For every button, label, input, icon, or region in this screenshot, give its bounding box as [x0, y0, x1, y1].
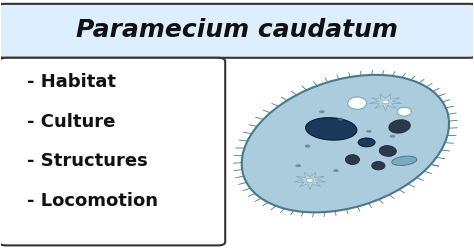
- Circle shape: [307, 179, 314, 182]
- Circle shape: [358, 138, 375, 147]
- Circle shape: [366, 130, 372, 133]
- Circle shape: [382, 100, 389, 104]
- Text: - Structures: - Structures: [27, 152, 148, 170]
- Ellipse shape: [242, 75, 449, 212]
- Circle shape: [319, 110, 325, 113]
- Circle shape: [338, 118, 344, 121]
- FancyBboxPatch shape: [0, 4, 474, 58]
- Circle shape: [305, 145, 310, 148]
- Text: Paramecium caudatum: Paramecium caudatum: [76, 18, 398, 42]
- Ellipse shape: [306, 118, 357, 140]
- Polygon shape: [369, 94, 401, 111]
- Ellipse shape: [389, 120, 410, 133]
- Ellipse shape: [348, 97, 366, 109]
- Ellipse shape: [397, 107, 411, 116]
- FancyBboxPatch shape: [0, 58, 225, 245]
- Circle shape: [390, 135, 395, 138]
- Ellipse shape: [379, 146, 396, 156]
- Ellipse shape: [346, 155, 359, 164]
- Ellipse shape: [392, 156, 417, 165]
- Text: - Culture: - Culture: [27, 113, 116, 130]
- Polygon shape: [294, 172, 326, 189]
- Text: - Habitat: - Habitat: [27, 73, 116, 91]
- Text: - Locomotion: - Locomotion: [27, 192, 158, 210]
- Circle shape: [333, 169, 339, 172]
- Ellipse shape: [372, 161, 385, 170]
- Circle shape: [295, 164, 301, 167]
